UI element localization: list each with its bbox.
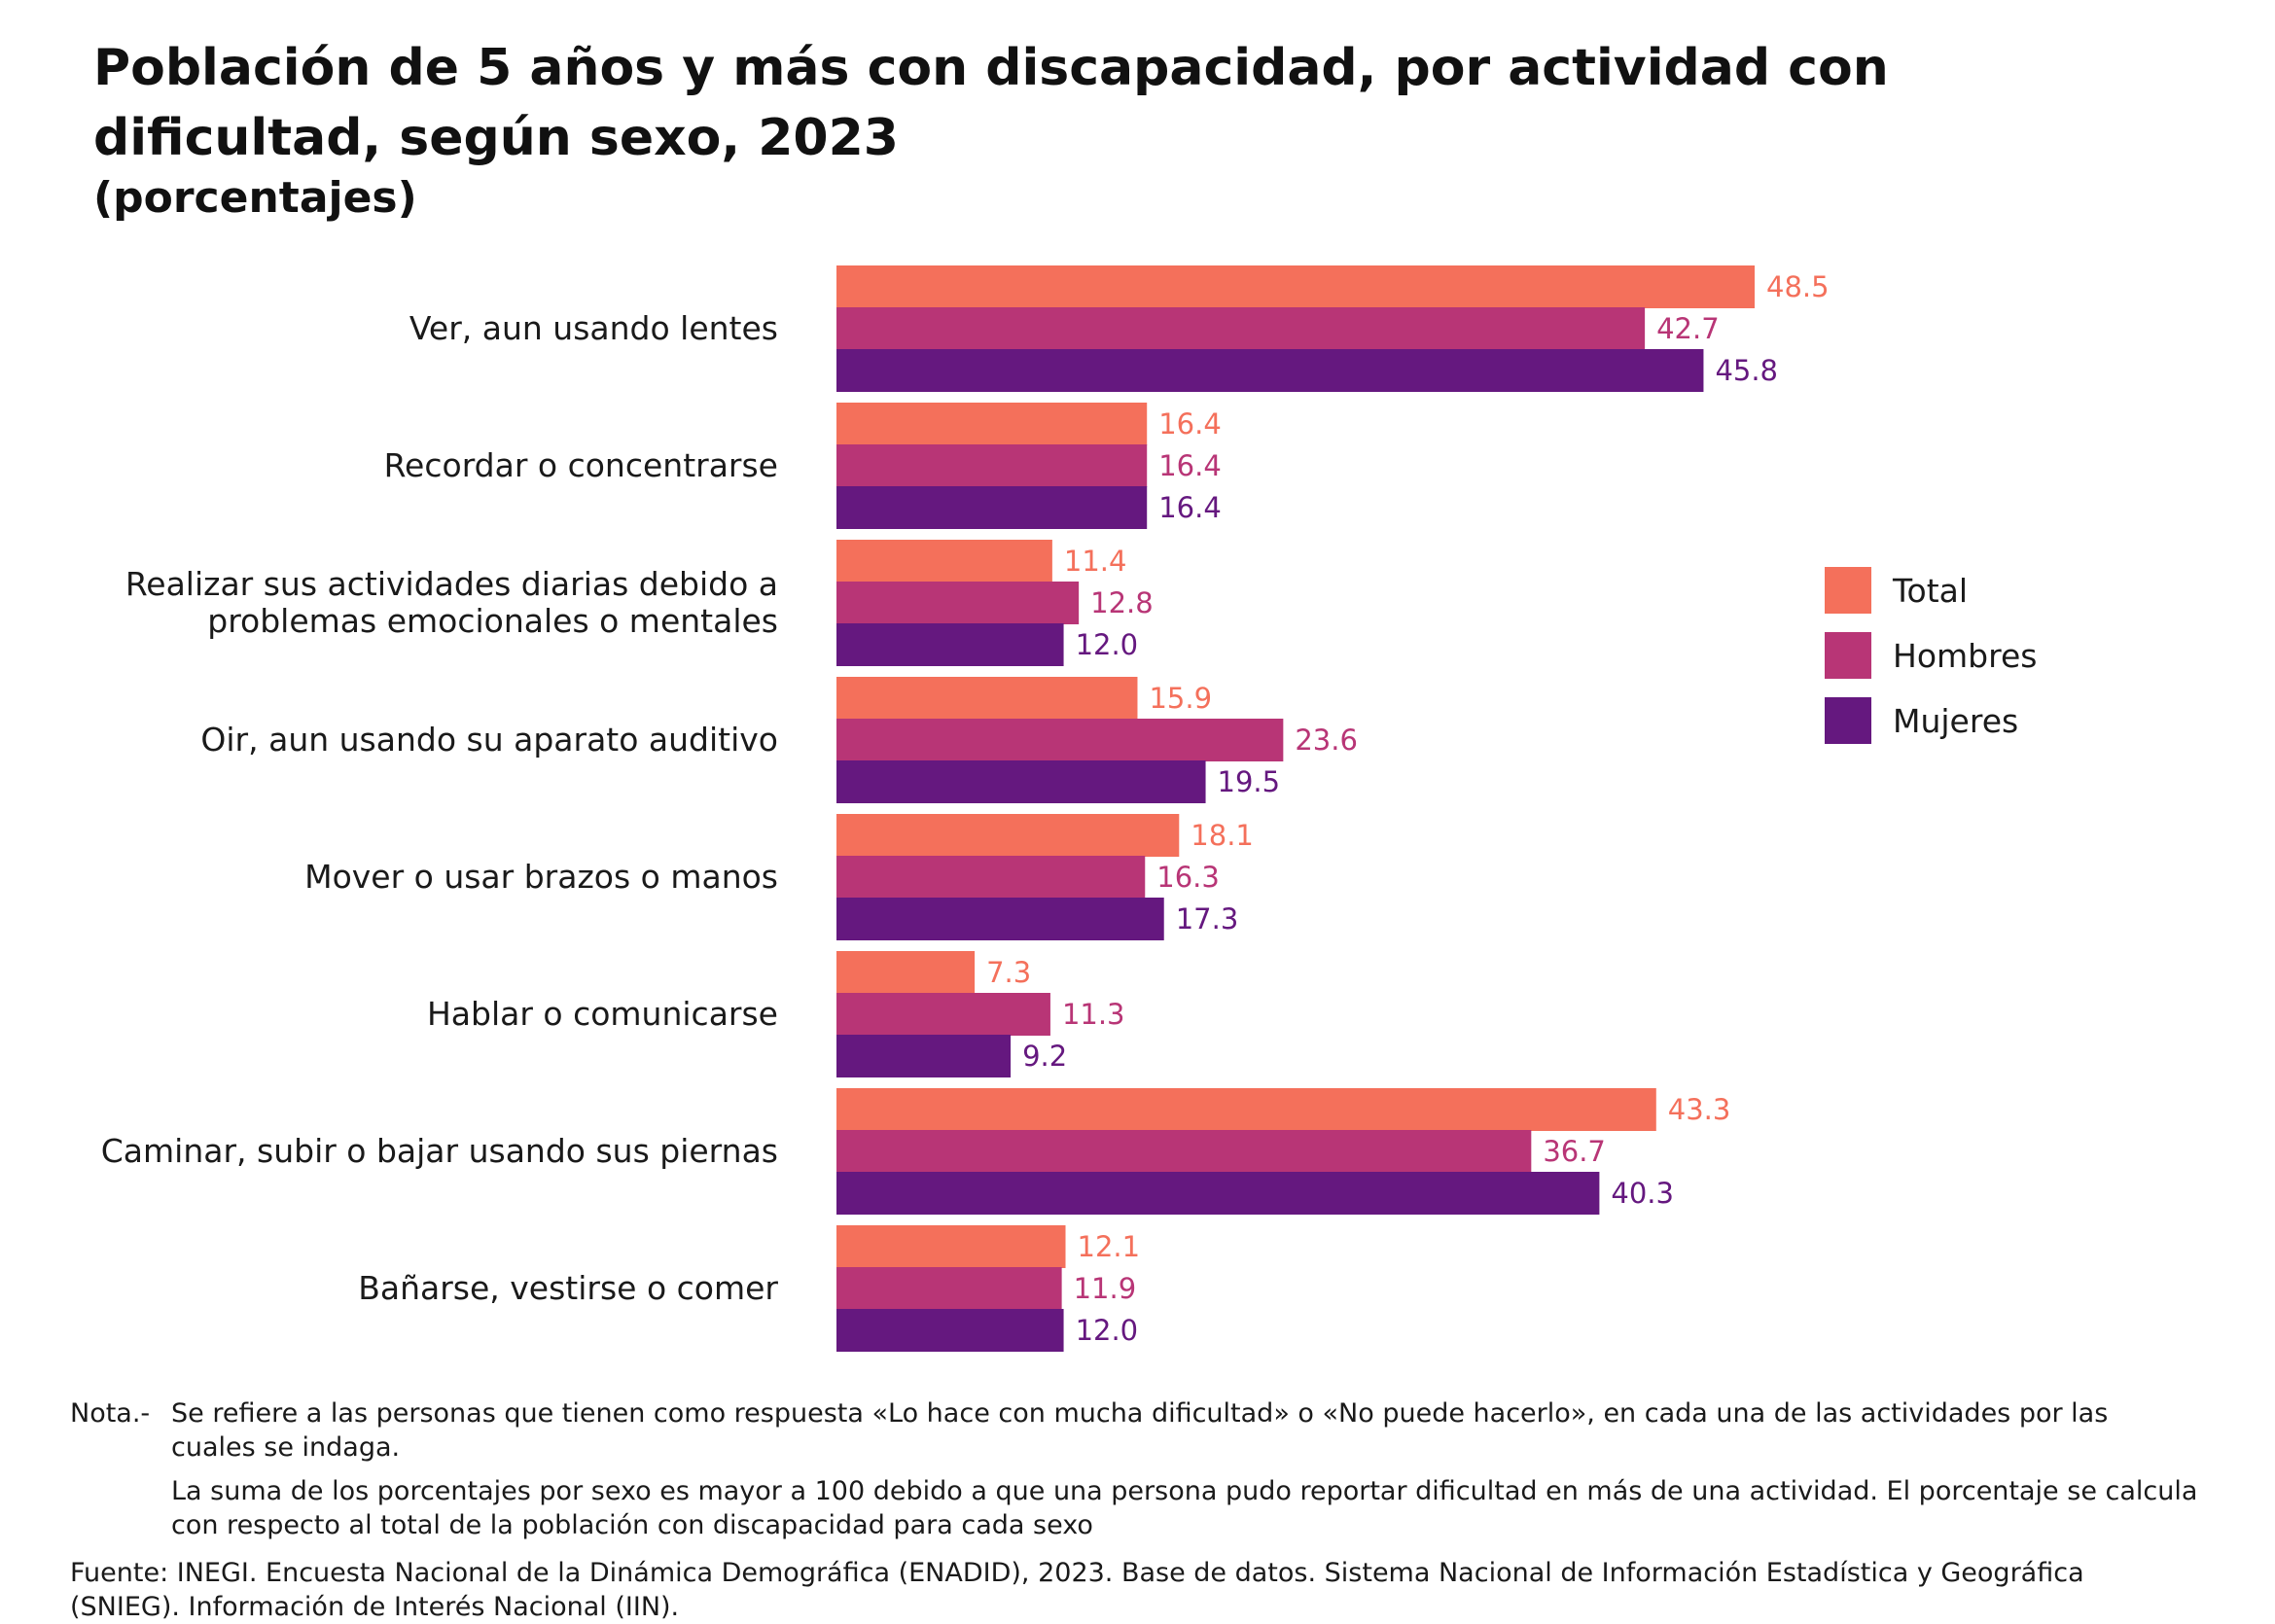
value-label-total: 11.4 — [1064, 545, 1127, 578]
bar-hombres — [836, 1130, 1532, 1173]
legend-swatch-hombres — [1825, 632, 1871, 679]
legend: Total Hombres Mujeres — [1825, 567, 2037, 744]
legend-label-hombres: Hombres — [1893, 637, 2037, 675]
value-label-mujeres: 16.4 — [1158, 491, 1222, 524]
value-label-hombres: 11.3 — [1062, 998, 1125, 1031]
value-label-mujeres: 12.0 — [1076, 628, 1139, 661]
notes-block: Nota.- Se refiere a las personas que tie… — [70, 1396, 2200, 1624]
bar-mujeres — [836, 1035, 1012, 1077]
bar-hombres — [836, 993, 1050, 1036]
category-label: Hablar o comunicarse — [427, 995, 778, 1033]
bar-hombres — [836, 856, 1146, 899]
bar-hombres — [836, 582, 1080, 624]
value-label-total: 15.9 — [1149, 682, 1212, 715]
bar-total — [836, 403, 1148, 445]
bar-hombres — [836, 444, 1148, 487]
bar-mujeres — [836, 623, 1064, 666]
source-text: Fuente: INEGI. Encuesta Nacional de la D… — [70, 1558, 2084, 1622]
legend-swatch-mujeres — [1825, 697, 1871, 744]
bar-chart: 48.5 42.7 45.8 16.4 16.4 16.4 11.4 12.8 12.0 15.9… — [101, 265, 2037, 1352]
bar-mujeres — [836, 349, 1704, 392]
bar-total — [836, 540, 1052, 583]
value-label-total: 18.1 — [1191, 819, 1254, 852]
category-label: Mover o usar brazos o manos — [304, 858, 778, 896]
chart-subtitle: (porcentajes) — [93, 173, 417, 223]
value-label-hombres: 16.3 — [1156, 861, 1220, 894]
bar-hombres — [836, 307, 1646, 350]
value-label-hombres: 36.7 — [1543, 1135, 1606, 1168]
value-label-mujeres: 12.0 — [1076, 1314, 1139, 1347]
value-label-mujeres: 17.3 — [1176, 902, 1239, 936]
note-line-2: La suma de los porcentajes por sexo es m… — [171, 1476, 2198, 1540]
value-label-mujeres: 45.8 — [1715, 354, 1778, 387]
bar-total — [836, 265, 1755, 308]
bar-hombres — [836, 719, 1284, 761]
value-label-total: 12.1 — [1078, 1230, 1141, 1263]
bar-total — [836, 814, 1180, 857]
bar-total — [836, 1088, 1656, 1131]
bar-mujeres — [836, 486, 1148, 529]
value-label-total: 16.4 — [1158, 407, 1222, 441]
value-label-mujeres: 40.3 — [1611, 1177, 1674, 1210]
bar-mujeres — [836, 760, 1206, 803]
category-label: Bañarse, vestirse o comer — [358, 1269, 778, 1307]
bar-mujeres — [836, 1172, 1600, 1215]
bars-layer: 48.5 42.7 45.8 16.4 16.4 16.4 11.4 12.8 12.0 15.9… — [836, 265, 1830, 1352]
legend-label-mujeres: Mujeres — [1893, 702, 2018, 740]
bar-mujeres — [836, 898, 1164, 940]
category-labels: Ver, aun usando lentes Recordar o concent… — [101, 309, 779, 1307]
chart-title: Población de 5 años y más con discapacid… — [93, 39, 1889, 167]
value-label-mujeres: 9.2 — [1022, 1040, 1067, 1073]
bar-mujeres — [836, 1309, 1064, 1352]
legend-swatch-total — [1825, 567, 1871, 614]
bar-total — [836, 1225, 1066, 1268]
note-line-1: Se refiere a las personas que tienen com… — [171, 1398, 2109, 1463]
bar-total — [836, 677, 1138, 720]
value-label-total: 48.5 — [1766, 270, 1830, 303]
legend-label-total: Total — [1892, 572, 1968, 610]
category-label: Oir, aun usando su aparato auditivo — [200, 721, 778, 759]
category-label: Caminar, subir o bajar usando sus pierna… — [101, 1132, 778, 1170]
value-label-hombres: 42.7 — [1656, 312, 1720, 345]
value-label-hombres: 23.6 — [1295, 724, 1358, 757]
bar-hombres — [836, 1267, 1062, 1310]
bar-total — [836, 951, 976, 994]
category-label: Ver, aun usando lentes — [409, 309, 778, 347]
note-prefix: Nota.- — [70, 1398, 151, 1429]
value-label-hombres: 12.8 — [1090, 586, 1154, 619]
category-label: Realizar sus actividades diarias debido … — [125, 565, 778, 640]
category-label: Recordar o concentrarse — [384, 446, 778, 484]
value-label-total: 7.3 — [986, 956, 1031, 989]
value-label-mujeres: 19.5 — [1218, 765, 1281, 798]
value-label-hombres: 16.4 — [1158, 449, 1222, 482]
value-label-total: 43.3 — [1668, 1093, 1731, 1126]
value-label-hombres: 11.9 — [1074, 1272, 1137, 1305]
